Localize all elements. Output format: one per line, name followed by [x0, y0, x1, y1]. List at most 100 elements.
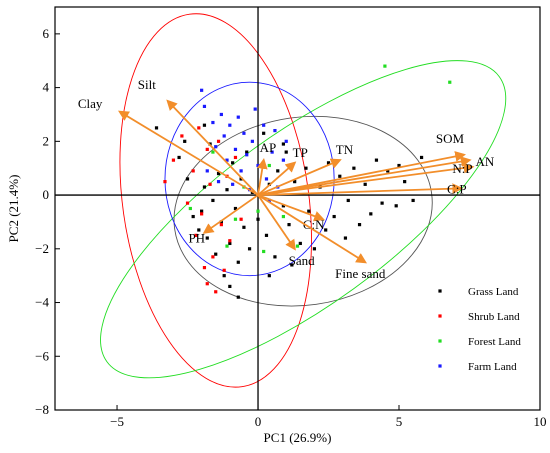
point-shrub-land [180, 134, 184, 138]
point-shrub-land [197, 126, 201, 130]
point-grass-land [183, 139, 187, 143]
point-farm-land [281, 158, 286, 162]
point-farm-land [284, 139, 288, 143]
point-grass-land [219, 220, 223, 224]
point-grass-land [216, 171, 221, 176]
loading-arrow-sand [257, 194, 296, 251]
point-grass-land [205, 236, 209, 240]
point-grass-land [298, 241, 302, 246]
point-grass-land [276, 169, 280, 173]
point-grass-land [369, 212, 373, 216]
point-shrub-land [216, 139, 221, 143]
plot-area [55, 7, 540, 410]
x-tick-label: 5 [396, 414, 403, 429]
point-farm-land [264, 177, 269, 181]
loading-label-c-p: C:P [447, 181, 467, 196]
loading-arrow-ph [202, 194, 259, 234]
point-grass-land [281, 204, 286, 208]
legend-marker-farm-land [438, 364, 442, 368]
y-tick-label: 6 [43, 26, 50, 41]
point-grass-land [346, 198, 350, 203]
point-shrub-land [211, 255, 215, 259]
ellipse-farm-land [164, 81, 335, 277]
point-farm-land [273, 128, 277, 133]
point-shrub-land [171, 158, 176, 162]
point-farm-land [219, 112, 223, 117]
point-grass-land [287, 223, 291, 227]
y-tick-label: 0 [43, 187, 50, 202]
point-grass-land [214, 252, 218, 256]
point-farm-land [225, 158, 229, 162]
legend-label-forest-land: Forest Land [468, 336, 521, 348]
point-farm-land [216, 180, 221, 184]
point-grass-land [394, 204, 398, 208]
point-farm-land [228, 123, 232, 127]
loading-arrow-tn [257, 158, 342, 196]
point-forest-land [233, 217, 238, 221]
ellipse-forest-land [100, 60, 507, 379]
point-grass-land [284, 150, 288, 154]
point-forest-land [267, 163, 271, 168]
point-shrub-land [208, 182, 212, 186]
point-farm-land [236, 115, 240, 119]
point-shrub-land [239, 217, 243, 221]
legend-label-grass-land: Grass Land [468, 286, 519, 298]
point-grass-land [185, 177, 190, 181]
point-farm-land [270, 150, 274, 154]
point-shrub-land [205, 147, 209, 151]
loading-label-tp: TP [293, 145, 308, 160]
loading-arrow-c-n [257, 194, 325, 222]
y-tick-label: 4 [43, 80, 50, 95]
point-shrub-land [163, 180, 167, 184]
point-farm-land [256, 163, 260, 168]
point-grass-land [281, 142, 286, 146]
point-grass-land [228, 241, 232, 246]
loading-label-n-p: N:P [452, 161, 472, 176]
point-farm-land [262, 123, 266, 127]
point-grass-land [264, 233, 269, 237]
loading-arrow-clay [118, 110, 259, 196]
point-grass-land [191, 214, 195, 219]
legend-marker-grass-land [438, 289, 442, 293]
point-shrub-land [205, 282, 209, 286]
point-grass-land [211, 198, 215, 203]
point-grass-land [245, 150, 249, 154]
point-grass-land [197, 228, 201, 232]
loading-arrow-c-p [257, 183, 464, 196]
loading-arrow-silt [166, 99, 259, 196]
y-tick-label: −8 [35, 402, 49, 417]
point-grass-land [202, 123, 207, 127]
point-grass-land [324, 228, 328, 232]
point-grass-land [256, 217, 260, 221]
point-grass-land [338, 174, 342, 178]
loading-label-tn: TN [336, 142, 354, 157]
loading-label-an: AN [476, 154, 495, 169]
point-grass-land [397, 163, 401, 168]
point-forest-land [448, 80, 452, 84]
point-shrub-land [219, 223, 223, 227]
loading-arrow-an [257, 156, 472, 196]
ellipse-grass-land [173, 115, 433, 307]
point-forest-land [281, 214, 286, 219]
loading-arrow-som [257, 151, 466, 196]
point-grass-land [312, 247, 317, 251]
point-grass-land [267, 274, 271, 278]
y-tick-label: 2 [43, 133, 50, 148]
x-tick-label: 0 [255, 414, 262, 429]
point-shrub-land [228, 239, 232, 243]
point-grass-land [307, 209, 311, 213]
point-farm-land [242, 131, 246, 135]
loading-label-ph: PH [188, 231, 205, 246]
legend-marker-forest-land [438, 339, 442, 343]
x-tick-label: 10 [534, 414, 547, 429]
point-forest-land [211, 150, 215, 154]
point-grass-land [154, 126, 159, 130]
point-grass-land [262, 131, 266, 135]
loading-label-c-n: C:N [303, 217, 325, 232]
point-farm-land [214, 145, 218, 149]
point-grass-land [247, 247, 252, 251]
point-farm-land [267, 198, 271, 203]
x-tick-label: −5 [110, 414, 124, 429]
point-grass-land [200, 209, 204, 213]
